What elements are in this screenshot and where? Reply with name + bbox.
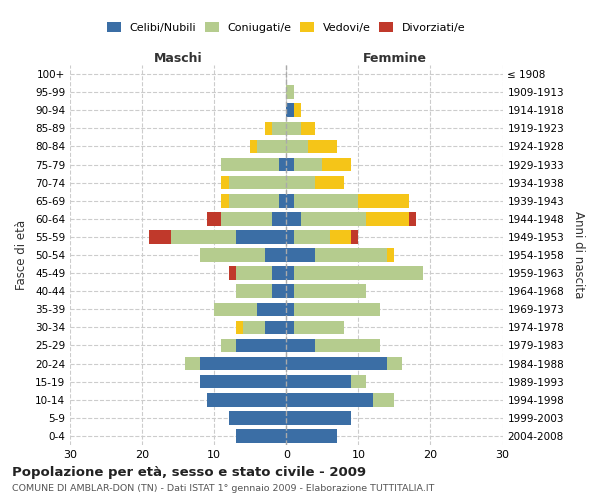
Bar <box>272 122 286 135</box>
Bar <box>221 158 279 172</box>
Bar <box>214 302 257 316</box>
Bar <box>373 393 394 406</box>
Bar <box>286 194 293 207</box>
Bar <box>322 158 351 172</box>
Text: Maschi: Maschi <box>154 52 202 65</box>
Bar <box>243 320 265 334</box>
Bar <box>286 86 293 99</box>
Bar <box>293 104 301 117</box>
Bar <box>272 284 286 298</box>
Text: COMUNE DI AMBLAR-DON (TN) - Dati ISTAT 1° gennaio 2009 - Elaborazione TUTTITALIA: COMUNE DI AMBLAR-DON (TN) - Dati ISTAT 1… <box>12 484 434 493</box>
Bar <box>236 266 272 280</box>
Bar <box>286 284 293 298</box>
Bar <box>236 284 272 298</box>
Bar <box>293 158 322 172</box>
Bar <box>315 338 380 352</box>
Bar <box>200 357 286 370</box>
Y-axis label: Anni di nascita: Anni di nascita <box>572 212 585 298</box>
Bar <box>221 194 229 207</box>
Bar <box>293 302 380 316</box>
Bar <box>301 122 315 135</box>
Bar <box>293 320 344 334</box>
Bar <box>229 176 286 190</box>
Bar <box>286 320 293 334</box>
Bar <box>279 158 286 172</box>
Bar <box>286 411 351 424</box>
Bar <box>286 266 293 280</box>
Bar <box>257 140 286 153</box>
Bar <box>257 302 286 316</box>
Bar <box>301 212 365 226</box>
Bar <box>315 176 344 190</box>
Bar <box>207 212 221 226</box>
Bar <box>272 212 286 226</box>
Bar <box>272 266 286 280</box>
Bar <box>207 393 286 406</box>
Bar <box>286 122 301 135</box>
Bar <box>250 140 257 153</box>
Bar <box>315 248 387 262</box>
Bar <box>293 266 423 280</box>
Bar <box>149 230 171 243</box>
Bar <box>236 320 243 334</box>
Bar <box>185 357 200 370</box>
Bar <box>221 212 272 226</box>
Bar <box>351 375 365 388</box>
Bar <box>265 320 286 334</box>
Bar <box>329 230 351 243</box>
Bar <box>286 176 315 190</box>
Bar <box>229 411 286 424</box>
Bar <box>293 230 329 243</box>
Bar <box>229 266 236 280</box>
Bar <box>229 194 279 207</box>
Bar <box>286 338 315 352</box>
Bar <box>365 212 409 226</box>
Bar <box>286 104 293 117</box>
Bar <box>221 176 229 190</box>
Bar <box>236 429 286 442</box>
Bar <box>171 230 236 243</box>
Bar <box>387 248 394 262</box>
Bar <box>286 302 293 316</box>
Bar <box>279 194 286 207</box>
Bar <box>286 230 293 243</box>
Bar <box>286 393 373 406</box>
Text: Popolazione per età, sesso e stato civile - 2009: Popolazione per età, sesso e stato civil… <box>12 466 366 479</box>
Legend: Celibi/Nubili, Coniugati/e, Vedovi/e, Divorziati/e: Celibi/Nubili, Coniugati/e, Vedovi/e, Di… <box>103 18 470 37</box>
Text: Femmine: Femmine <box>362 52 427 65</box>
Bar <box>293 284 365 298</box>
Bar <box>236 338 286 352</box>
Bar <box>200 248 265 262</box>
Bar <box>409 212 416 226</box>
Bar <box>286 248 315 262</box>
Bar <box>286 140 308 153</box>
Bar <box>286 212 301 226</box>
Bar <box>387 357 401 370</box>
Bar <box>265 248 286 262</box>
Bar <box>221 338 236 352</box>
Bar <box>236 230 286 243</box>
Bar <box>200 375 286 388</box>
Bar <box>293 194 358 207</box>
Bar <box>358 194 409 207</box>
Bar <box>351 230 358 243</box>
Y-axis label: Fasce di età: Fasce di età <box>15 220 28 290</box>
Bar <box>265 122 272 135</box>
Bar <box>286 375 351 388</box>
Bar <box>286 158 293 172</box>
Bar <box>308 140 337 153</box>
Bar <box>286 357 387 370</box>
Bar <box>286 429 337 442</box>
